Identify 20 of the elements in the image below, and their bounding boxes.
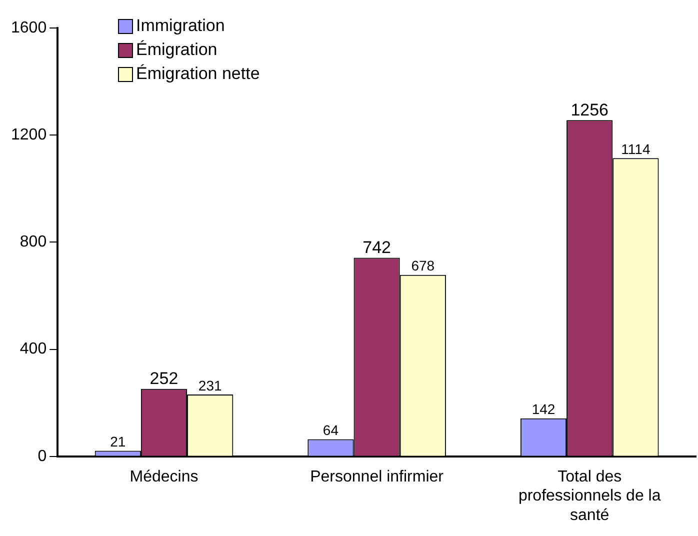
- x-tick-label: Personnel infirmier: [310, 468, 444, 486]
- data-label: 742: [362, 238, 391, 257]
- data-label: 21: [110, 434, 126, 450]
- data-label: 1256: [570, 100, 609, 120]
- data-label: 231: [198, 377, 222, 394]
- data-label: 252: [150, 369, 178, 388]
- legend-label: Immigration: [136, 15, 225, 37]
- data-label: 678: [411, 258, 435, 274]
- legend-label: Émigration nette: [136, 63, 260, 85]
- y-tick-label: 800: [20, 234, 47, 251]
- data-label: 1114: [621, 140, 650, 157]
- legend-label: Émigration: [136, 39, 218, 61]
- y-tick-label: 1200: [11, 126, 47, 144]
- data-label: 64: [322, 422, 339, 438]
- x-tick-label: Total des professionnels de la santé: [518, 468, 661, 524]
- data-label: 142: [532, 401, 556, 418]
- y-tick-label: 1600: [11, 19, 47, 36]
- y-tick-label: 400: [20, 340, 47, 358]
- x-tick-label: Médecins: [130, 468, 198, 486]
- y-tick-label: 0: [38, 448, 47, 465]
